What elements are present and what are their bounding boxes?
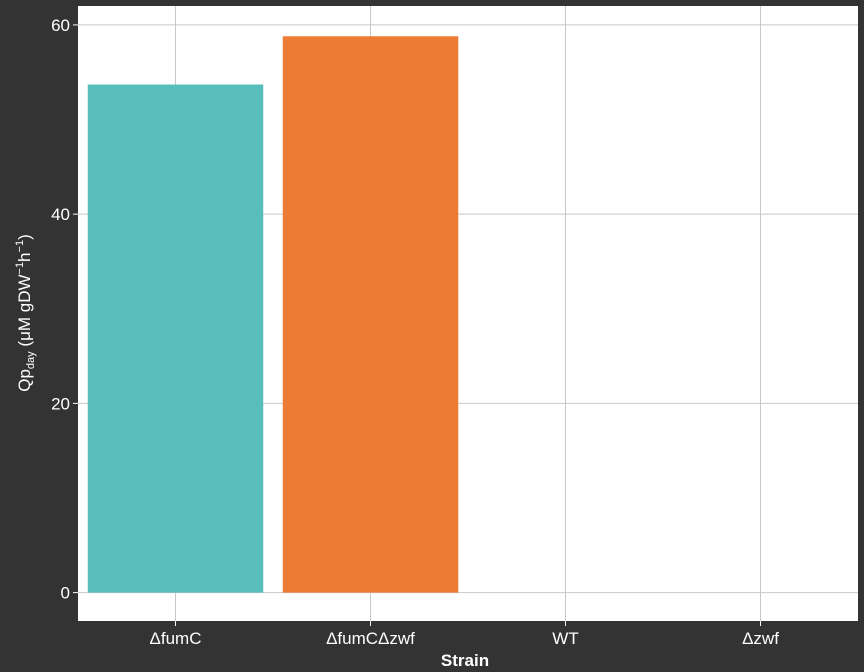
y-tick-label: 20: [51, 394, 70, 413]
x-axis-ticks: ΔfumC ΔfumCΔzwf WT Δzwf: [150, 621, 779, 648]
bar: [87, 84, 264, 593]
y-axis-title-unit-close: ): [15, 234, 34, 240]
y-tick-label: 0: [61, 584, 70, 603]
y-axis-title-sub: day: [25, 351, 37, 369]
bars: [87, 36, 459, 593]
x-tick-label: ΔfumCΔzwf: [326, 629, 415, 648]
bar: [282, 36, 459, 593]
y-axis-title-unit-open: (μM gDW: [15, 274, 34, 351]
y-axis-title-main: Qp: [15, 369, 34, 392]
x-tick-label: Δzwf: [742, 629, 779, 648]
y-axis-title-mid: h: [15, 252, 34, 261]
y-tick-label: 40: [51, 205, 70, 224]
y-axis-title-sup2: −1: [14, 240, 26, 253]
x-tick-label: WT: [552, 629, 578, 648]
y-axis-title: Qpday (μM gDW−1h−1): [14, 234, 37, 392]
x-axis-title: Strain: [441, 651, 489, 670]
y-axis-title-sup1: −1: [14, 262, 26, 275]
x-tick-label: ΔfumC: [150, 629, 202, 648]
y-tick-label: 60: [51, 16, 70, 35]
y-axis-ticks: 0 20 40 60: [51, 16, 78, 603]
